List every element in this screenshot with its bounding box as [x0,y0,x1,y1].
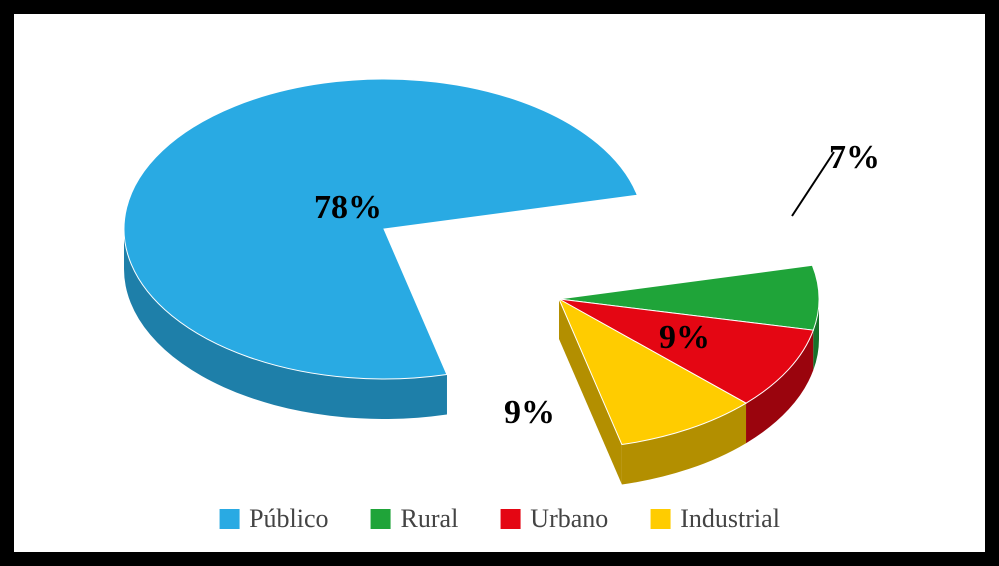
chart-frame: 78% 7% 9% 9% Público Rural Urbano Indust… [0,0,999,566]
slice-label-industrial: 9% [504,394,555,432]
legend-label-urbano: Urbano [530,504,608,534]
legend-item-industrial: Industrial [650,504,780,534]
legend-label-industrial: Industrial [680,504,780,534]
legend-label-publico: Público [249,504,328,534]
legend-swatch-urbano [500,509,520,529]
slice-label-rural: 7% [829,139,880,177]
legend-label-rural: Rural [401,504,459,534]
pie-chart [14,14,985,552]
legend: Público Rural Urbano Industrial [219,504,780,534]
slice-label-publico: 78% [314,189,382,227]
legend-swatch-publico [219,509,239,529]
slice-label-urbano: 9% [659,319,710,357]
legend-item-publico: Público [219,504,328,534]
legend-swatch-rural [371,509,391,529]
legend-item-urbano: Urbano [500,504,608,534]
legend-item-rural: Rural [371,504,459,534]
legend-swatch-industrial [650,509,670,529]
